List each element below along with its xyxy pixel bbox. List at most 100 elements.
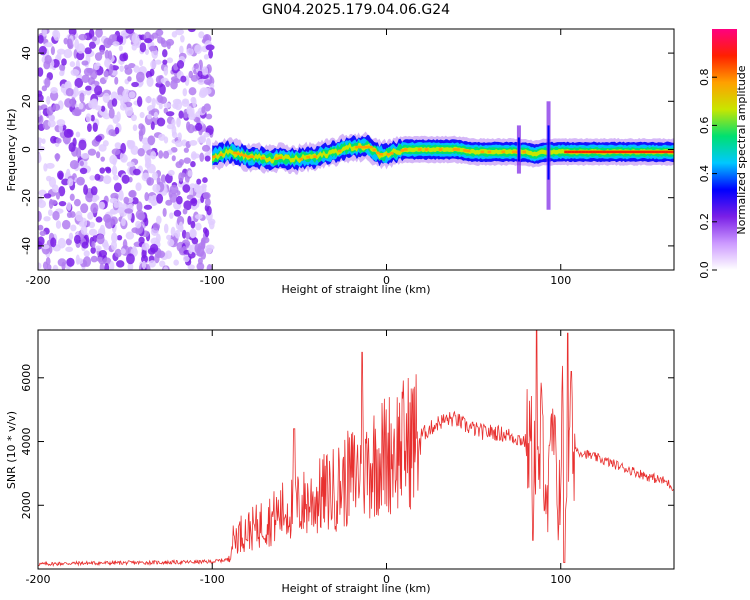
ridge-core bbox=[616, 150, 621, 154]
noise-cell bbox=[125, 231, 135, 240]
noise-cell bbox=[119, 53, 127, 62]
noise-cell bbox=[199, 135, 206, 143]
noise-cell bbox=[202, 227, 208, 234]
noise-cell bbox=[149, 243, 159, 253]
noise-cell bbox=[103, 175, 112, 185]
noise-cell bbox=[99, 224, 106, 236]
noise-cell bbox=[178, 221, 184, 231]
ridge-core bbox=[337, 149, 342, 153]
noise-cell bbox=[169, 192, 178, 203]
noise-cell bbox=[203, 79, 213, 86]
noise-cell bbox=[104, 263, 110, 270]
ridge-core bbox=[522, 150, 527, 154]
noise-cell bbox=[187, 29, 196, 33]
noise-cell bbox=[191, 153, 201, 159]
noise-cell bbox=[144, 217, 149, 227]
noise-cell bbox=[92, 122, 98, 132]
spectrogram-x-ticks: -200 -100 0 100 bbox=[26, 29, 571, 287]
noise-cell bbox=[178, 247, 184, 254]
noise-cell bbox=[42, 261, 48, 270]
noise-cell bbox=[38, 34, 44, 44]
noise-cell bbox=[108, 107, 115, 119]
colorbar-tick-label: 0.2 bbox=[698, 213, 711, 231]
noise-cell bbox=[103, 214, 112, 223]
noise-cell bbox=[146, 76, 154, 87]
noise-cell bbox=[156, 176, 161, 185]
ridge-core bbox=[372, 148, 377, 152]
x-tick-label: 0 bbox=[383, 274, 390, 287]
noise-cell bbox=[199, 152, 205, 162]
ridge-core bbox=[278, 156, 283, 159]
noise-cell bbox=[150, 121, 155, 130]
y-tick-label: 40 bbox=[20, 46, 33, 60]
noise-cell bbox=[124, 208, 134, 214]
ridge-core bbox=[376, 151, 380, 155]
ridge-core bbox=[466, 149, 471, 153]
ridge-core bbox=[654, 150, 659, 154]
noise-cell bbox=[38, 224, 44, 231]
snr-plot-area bbox=[38, 330, 674, 568]
noise-cell bbox=[108, 129, 116, 137]
noise-cell bbox=[95, 135, 103, 142]
noise-cell bbox=[38, 45, 47, 56]
noise-cell bbox=[165, 80, 171, 88]
ridge-core bbox=[623, 150, 628, 154]
ridge-core bbox=[362, 145, 366, 149]
noise-cell bbox=[50, 87, 58, 94]
noise-cell bbox=[52, 210, 60, 221]
noise-cell bbox=[167, 238, 175, 247]
noise-cell bbox=[171, 131, 178, 139]
noise-cell bbox=[166, 57, 174, 64]
noise-cell bbox=[145, 157, 152, 167]
noise-cell bbox=[208, 49, 213, 59]
noise-cell bbox=[66, 168, 71, 178]
noise-cell bbox=[95, 29, 103, 38]
noise-cell bbox=[173, 259, 179, 266]
noise-cell bbox=[69, 61, 76, 68]
spectrogram-plot-area bbox=[38, 29, 674, 270]
noise-cell bbox=[94, 173, 101, 181]
noise-cell bbox=[204, 155, 211, 162]
noise-cell bbox=[109, 63, 114, 75]
noise-cell bbox=[190, 220, 196, 229]
noise-cell bbox=[162, 207, 167, 218]
noise-cell bbox=[167, 169, 175, 176]
noise-cell bbox=[153, 111, 159, 119]
noise-cell bbox=[170, 226, 176, 237]
noise-cell bbox=[119, 151, 126, 162]
ridge-core bbox=[567, 150, 572, 154]
noise-cell bbox=[183, 147, 189, 153]
noise-cell bbox=[78, 102, 84, 110]
noise-cell bbox=[75, 131, 81, 138]
noise-cell bbox=[102, 113, 111, 120]
noise-cell bbox=[44, 54, 52, 65]
noise-cell bbox=[202, 177, 208, 184]
noise-cell bbox=[58, 201, 67, 207]
spike-core bbox=[517, 137, 520, 162]
noise-cell bbox=[188, 112, 196, 121]
noise-cell bbox=[165, 111, 175, 117]
ridge-core bbox=[424, 148, 429, 151]
noise-cell bbox=[128, 91, 136, 99]
noise-cell bbox=[174, 229, 181, 239]
ridge-core bbox=[665, 150, 669, 154]
ridge-core bbox=[651, 150, 655, 154]
noise-cell bbox=[165, 199, 173, 206]
noise-cell bbox=[147, 135, 156, 146]
noise-cell bbox=[38, 137, 43, 144]
noise-cell bbox=[44, 77, 51, 88]
noise-cell bbox=[118, 189, 124, 201]
ridge-core bbox=[672, 150, 674, 154]
noise-cell bbox=[90, 186, 98, 196]
ridge-core bbox=[261, 156, 265, 160]
noise-cell bbox=[135, 182, 142, 191]
noise-cell bbox=[38, 146, 46, 152]
noise-cell bbox=[195, 222, 202, 231]
noise-cell bbox=[116, 260, 125, 268]
noise-cell bbox=[48, 114, 56, 122]
noise-cell bbox=[67, 178, 74, 187]
noise-cell bbox=[193, 184, 201, 193]
noise-cell bbox=[91, 98, 99, 108]
noise-cell bbox=[188, 70, 194, 79]
noise-cell bbox=[57, 258, 67, 267]
